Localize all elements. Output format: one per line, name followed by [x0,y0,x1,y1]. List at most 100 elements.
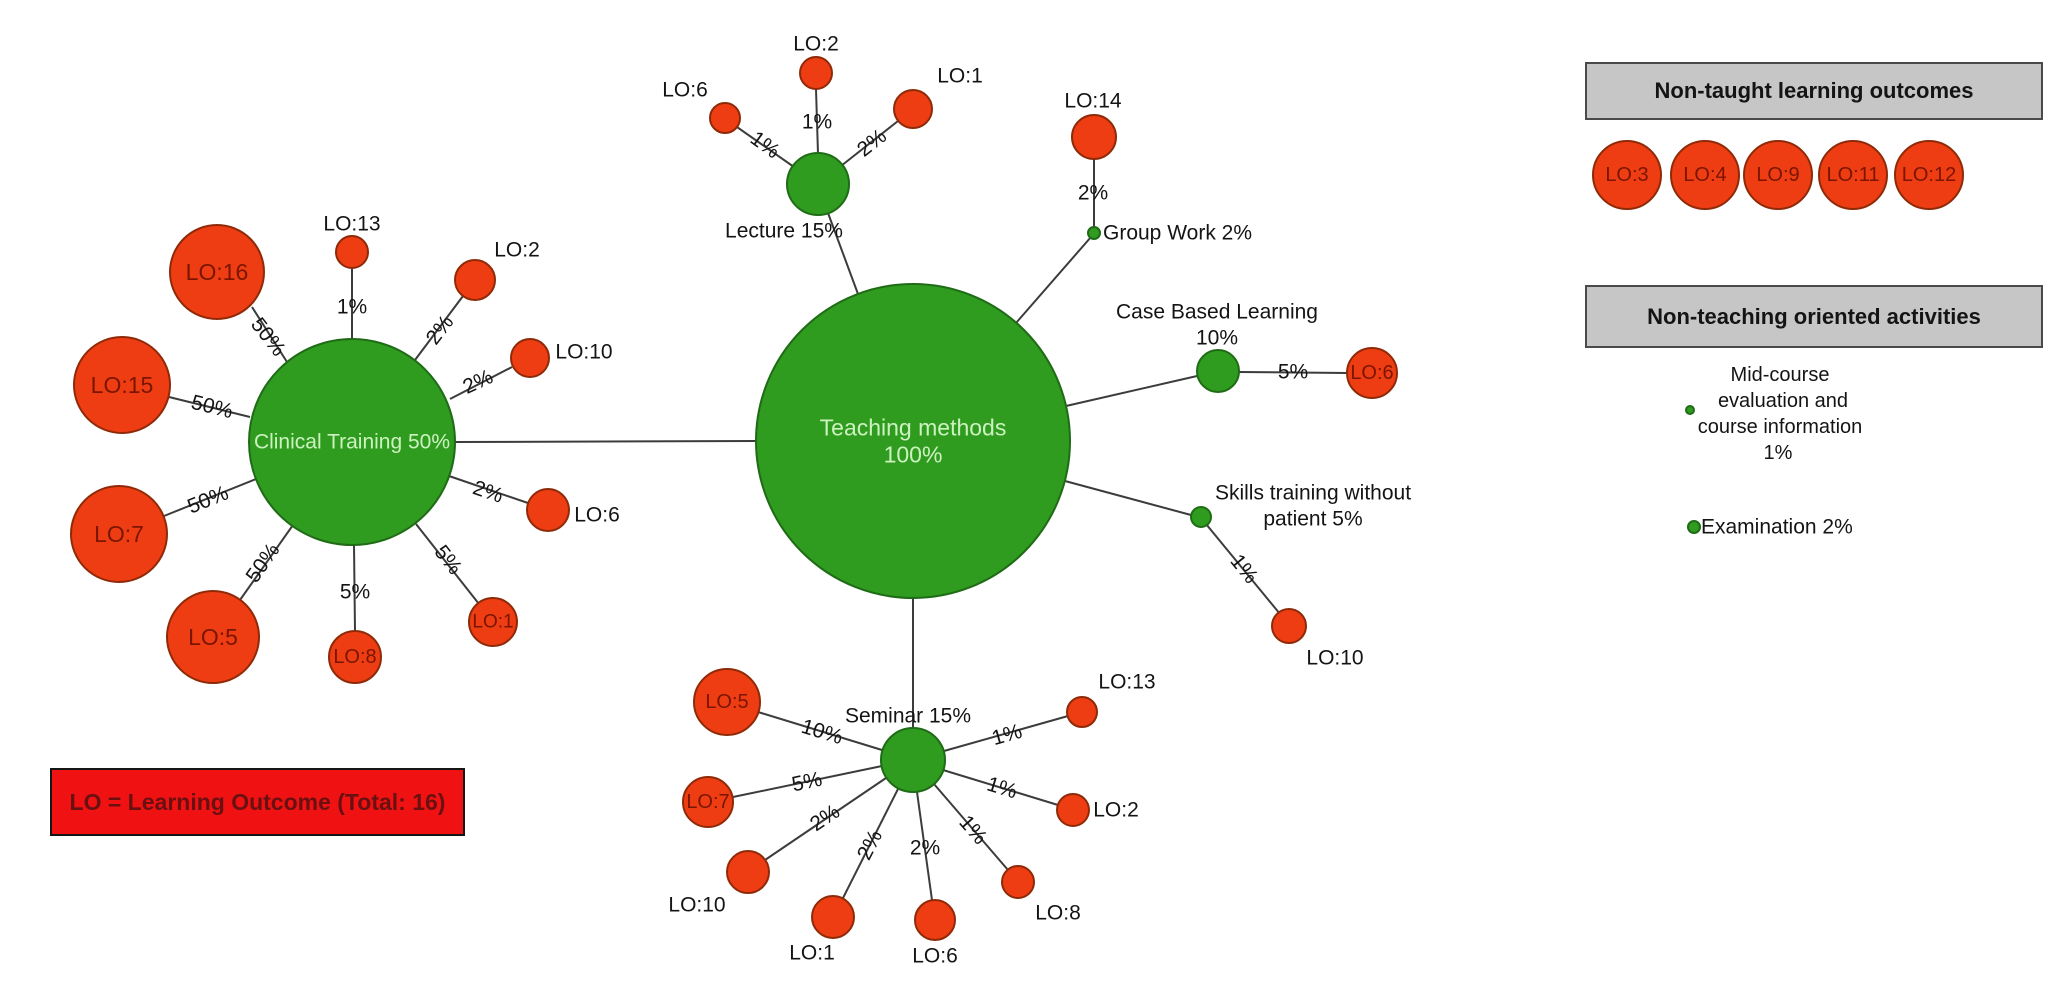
node-nt-lo11 [1818,140,1888,210]
node-label-nt-lo11: LO:11 [1827,164,1880,186]
node-sem-lo1 [811,895,855,939]
node-label-ct-lo1: LO:1 [472,612,513,633]
label-lo-2: LO:2 [793,33,839,56]
edge-label-seminar-lo13: 1% [989,720,1025,750]
node-nt-lo9 [1743,140,1813,210]
node-label-ct-lo8: LO:8 [333,646,376,668]
node-ct-lo2 [454,259,496,301]
edge-casebased-lo6 [1238,371,1348,374]
node-ct-lo10 [510,338,550,378]
label-lo-6: LO:6 [912,945,958,968]
edge-seminar-lo10 [764,777,887,861]
edge-clinical-lo6 [448,475,529,504]
edge-clinical-lo5 [239,524,294,601]
node-ct-lo5 [166,590,260,684]
node-ct-lo16 [169,224,265,320]
edge-seminar-lo5 [757,711,883,751]
label-case-based-learning: Case Based Learning [1116,301,1318,324]
node-sem-lo8 [1001,865,1035,899]
label-examination-2: Examination 2% [1701,516,1853,539]
node-mid-course-dot [1685,405,1695,415]
node-nt-lo4 [1670,140,1740,210]
node-label-ct-lo5: LO:5 [188,624,238,650]
label-1: 1% [1764,442,1793,464]
label-lo-6: LO:6 [574,504,620,527]
edge-teaching-lecture [827,212,859,295]
label-lo-10: LO:10 [1306,647,1363,670]
node-sem-lo13 [1066,696,1098,728]
node-label-teaching-methods: Teaching methods 100% [820,415,1007,468]
edge-label-clinical-lo8: 5% [340,581,370,604]
edge-label-lo14-groupwork: 2% [1078,182,1108,205]
node-examination-dot [1687,520,1701,534]
non-taught-outcomes-header: Non-taught learning outcomes [1585,62,2043,120]
edge-clinical-lo10 [449,366,513,400]
label-lo-1: LO:1 [937,65,983,88]
node-teaching-methods [755,283,1071,599]
label-course-information: course information [1698,416,1863,438]
edge-seminar-lo2 [942,769,1059,806]
node-label-sem-lo5: LO:5 [705,691,748,713]
node-ct-lo15 [73,336,171,434]
edge-seminar-lo6 [916,791,933,901]
node-nt-lo3 [1592,140,1662,210]
label-lo-10: LO:10 [668,894,725,917]
edge-label-seminar-lo1: 2% [853,826,887,863]
label-mid-course: Mid-course [1731,364,1830,386]
edge-seminar-lo7 [732,765,883,798]
edge-clinical-lo8 [353,544,356,632]
node-sem-lo10 [726,850,770,894]
node-ct-lo13 [335,235,369,269]
edge-label-clinical-lo15: 50% [189,391,235,423]
edge-clinical-lo2 [414,295,464,361]
non-taught-outcomes-title: Non-taught learning outcomes [1654,78,1974,103]
edge-label-seminar-lo7: 5% [790,768,824,797]
node-case-based-learning [1196,349,1240,393]
label-lo-10: LO:10 [555,341,612,364]
node-label-sem-lo7: LO:7 [686,791,729,813]
node-label-nt-lo4: LO:4 [1683,164,1726,186]
label-evaluation-and: evaluation and [1718,390,1848,412]
node-sem-lo6 [914,899,956,941]
node-gw-lo14 [1071,114,1117,160]
edge-lecture-lo2 [815,88,819,155]
node-ct-lo7 [70,485,168,583]
node-nt-lo12 [1894,140,1964,210]
edge-label-seminar-lo10: 2% [806,800,844,836]
edge-seminar-lo13 [943,715,1069,752]
lo-key-text: LO = Learning Outcome (Total: 16) [69,788,446,815]
label-lo-8: LO:8 [1035,902,1081,925]
edge-seminar-lo1 [842,788,899,899]
edge-label-seminar-lo2: 1% [984,773,1020,804]
node-lec-lo1 [893,89,933,129]
edge-teaching-casebased [1065,375,1198,407]
edge-lecture-lo6 [736,126,795,168]
edge-label-casebased-lo6: 5% [1278,361,1308,384]
node-label-nt-lo12: LO:12 [1902,164,1956,186]
node-label-nt-lo3: LO:3 [1605,164,1648,186]
edge-teaching-skills [1064,480,1192,516]
edge-label-clinical-lo10: 2% [459,365,496,399]
label-lo-13: LO:13 [1098,671,1155,694]
edge-label-clinical-lo13: 1% [337,296,367,319]
node-ct-lo1 [468,597,518,647]
edge-clinical-lo15 [168,396,251,418]
label-10: 10% [1196,327,1238,350]
edge-label-lecture-lo6: 1% [746,127,784,163]
edge-seminar-lo8 [933,783,1009,871]
label-lo-2: LO:2 [494,239,540,262]
node-skills-training-dot [1190,506,1212,528]
edge-label-clinical-lo7: 50% [184,481,232,518]
edge-label-clinical-lo16: 50% [246,313,290,360]
label-lo-13: LO:13 [323,213,380,236]
label-patient-5: patient 5% [1263,508,1362,531]
non-teaching-activities-header: Non-teaching oriented activities [1585,285,2043,348]
node-seminar [880,727,946,793]
node-label-nt-lo9: LO:9 [1756,164,1799,186]
node-sk-lo10 [1271,608,1307,644]
node-lec-lo6 [709,102,741,134]
lo-key-box: LO = Learning Outcome (Total: 16) [50,768,465,836]
label-lecture-15: Lecture 15% [725,220,843,243]
